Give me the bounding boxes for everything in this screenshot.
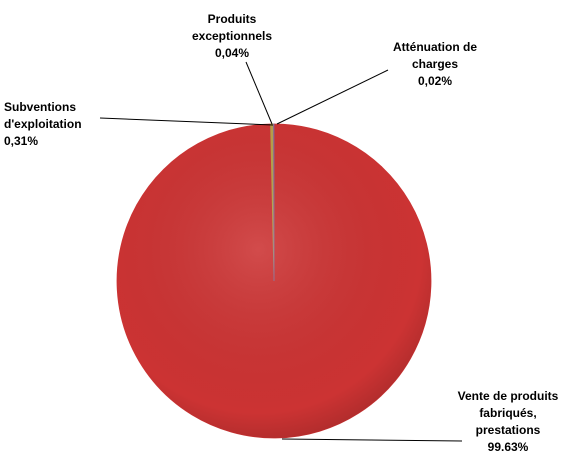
value-label: 0,04%: [214, 46, 250, 60]
category-name: Atténuation de charges: [393, 40, 477, 71]
slice-label: Subventions d'exploitation 0,31%: [4, 99, 104, 150]
value-label: 99.63%: [487, 440, 529, 454]
leader-line: [281, 438, 463, 442]
leader-line: [245, 61, 273, 125]
leader-line: [99, 117, 274, 126]
value-label: 0,31%: [4, 134, 39, 148]
slice-label: Produits exceptionnels 0,04%: [182, 11, 282, 62]
slice-label: Vente de produits fabriqués, prestations…: [452, 388, 564, 456]
value-label: 0,02%: [417, 74, 453, 88]
category-name: Produits exceptionnels: [191, 12, 273, 43]
category-name: Subventions d'exploitation: [4, 100, 82, 131]
slice-label: Atténuation de charges 0,02%: [380, 39, 490, 90]
leader-line: [276, 69, 389, 125]
category-name: Vente de produits fabriqués, prestations: [457, 389, 559, 437]
